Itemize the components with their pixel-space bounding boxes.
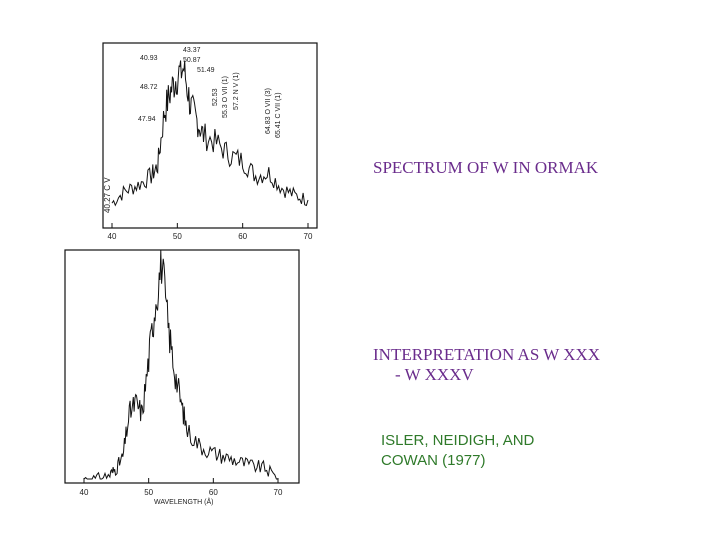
- peak-label: 40.93: [140, 55, 158, 62]
- spectrum-trace: [111, 60, 309, 207]
- x-tick-label: 40: [80, 488, 89, 497]
- peak-label: 47.94: [138, 116, 156, 123]
- citation-line-2: COWAN (1977): [381, 452, 486, 469]
- peak-label: 64.83 O VII (3): [265, 88, 272, 134]
- citation: ISLER, NEIDIGH, AND COWAN (1977): [381, 431, 534, 471]
- plot-frame: [64, 249, 300, 484]
- peak-label: 48.72: [140, 84, 158, 91]
- spectrum-title: SPECTRUM OF W IN ORMAK: [373, 158, 599, 177]
- x-tick-label: 60: [238, 232, 247, 241]
- spectrum-plot-top: 40 50 60 70 40.93 43.37 50.87 51.49 48.72 47.94 5…: [100, 38, 320, 244]
- spectrum-trace: [83, 250, 278, 480]
- x-tick-label: 40: [108, 232, 117, 241]
- y-annotation: 40.27 C V: [103, 177, 112, 213]
- x-tick-label: 50: [144, 488, 153, 497]
- x-tick-label: 50: [173, 232, 182, 241]
- spectrum-plot-bottom: 40 50 60 70 WAVELENGTH (Å): [62, 245, 302, 507]
- peak-label: 57.2 N V (1): [233, 72, 240, 110]
- peak-label: 43.37: [183, 47, 201, 54]
- peak-label: 65.41 C VII (1): [275, 92, 282, 138]
- interpretation-line-1: INTERPRETATION AS W XXX: [373, 345, 601, 364]
- x-tick-label: 60: [209, 488, 218, 497]
- interpretation-title: INTERPRETATION AS W XXX - W XXXV: [373, 345, 600, 385]
- x-tick-label: 70: [274, 488, 283, 497]
- x-tick-label: 70: [304, 232, 313, 241]
- peak-label: 52.53: [212, 88, 219, 106]
- peak-label: 55.3 O VII (1): [222, 76, 229, 118]
- plot-frame: [102, 42, 318, 229]
- peak-label: 51.49: [197, 67, 215, 74]
- peak-label: 50.87: [183, 57, 201, 64]
- interpretation-line-2: - W XXXV: [395, 365, 474, 384]
- x-axis-label: WAVELENGTH (Å): [154, 497, 214, 506]
- citation-line-1: ISLER, NEIDIGH, AND: [381, 432, 535, 449]
